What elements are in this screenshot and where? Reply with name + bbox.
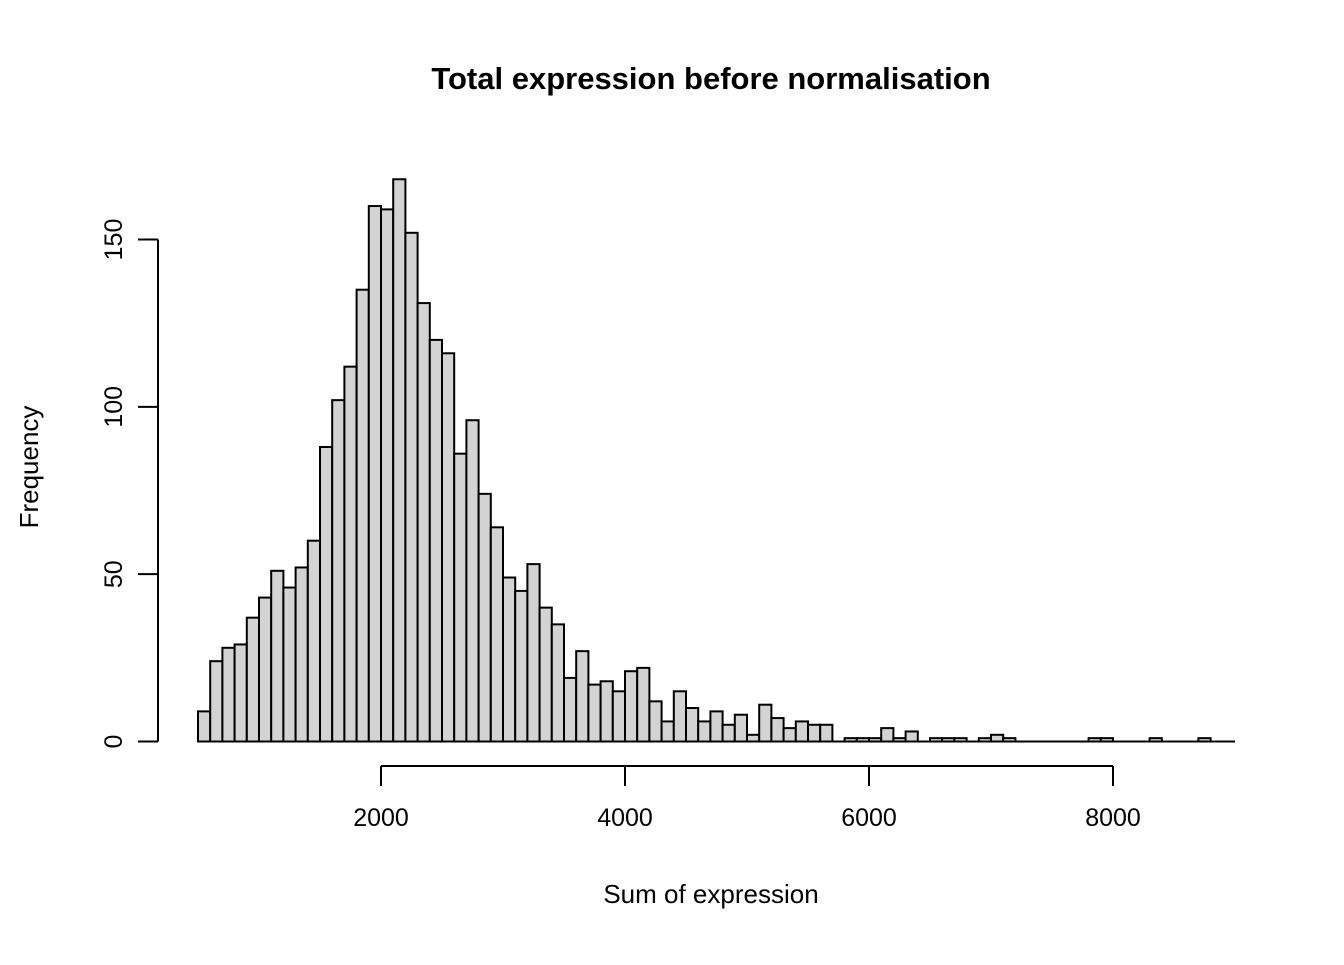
y-tick-label: 100: [100, 386, 128, 428]
x-axis-label: Sum of expression: [603, 879, 818, 909]
histogram-bar: [636, 666, 651, 743]
histogram-bar: [575, 650, 590, 743]
histogram-bar: [233, 643, 248, 743]
histogram-bar: [672, 690, 687, 743]
y-tick-label: 50: [100, 560, 128, 588]
histogram-bar: [526, 563, 541, 743]
tick-labels: 2000 4000 6000 8000 0 50 100 150: [100, 219, 1141, 832]
histogram-bar: [648, 700, 663, 743]
histogram-bar: [990, 733, 1005, 743]
histogram-bar: [489, 526, 504, 743]
chart-title: Total expression before normalisation: [431, 61, 990, 96]
histogram-bar: [782, 727, 797, 743]
histogram-bar: [624, 670, 639, 743]
histogram-bar: [550, 623, 565, 743]
histogram-bar: [514, 589, 529, 743]
histogram-bar: [380, 208, 395, 743]
histogram-bar: [392, 178, 407, 743]
histogram-bar: [367, 205, 382, 743]
histogram-bar: [416, 302, 431, 743]
x-tick-label: 6000: [841, 804, 897, 832]
histogram-bar: [343, 365, 358, 743]
x-tick-label: 4000: [597, 804, 653, 832]
histogram-bar: [441, 352, 456, 743]
histogram-bar: [685, 707, 700, 743]
histogram-bar: [404, 231, 419, 743]
histogram-bar: [880, 727, 895, 743]
x-tick-label: 2000: [353, 804, 409, 832]
histogram-bar: [721, 723, 736, 743]
histogram-bar: [904, 730, 919, 743]
histogram-bar: [319, 445, 334, 743]
histogram-bar: [477, 492, 492, 743]
histogram-bar: [221, 646, 236, 743]
histogram-bar: [209, 660, 224, 743]
histogram-bar: [611, 690, 626, 743]
histogram-bar: [733, 713, 748, 743]
y-tick-label: 150: [100, 219, 128, 261]
histogram-bar: [502, 576, 517, 743]
histogram-bar: [587, 683, 602, 743]
histogram-bar: [294, 566, 309, 743]
histogram-bar: [794, 720, 809, 743]
histogram-bar: [306, 539, 321, 743]
histogram-bar: [245, 616, 261, 743]
histogram-bar: [660, 720, 675, 743]
histogram-bar: [538, 606, 553, 743]
histogram-bar: [563, 676, 578, 743]
histogram-bar: [709, 710, 724, 743]
histogram-bar: [807, 723, 822, 743]
axes: [138, 238, 1114, 786]
y-axis-label: Frequency: [14, 406, 44, 529]
histogram-bar: [758, 703, 773, 743]
x-tick-label: 8000: [1085, 804, 1141, 832]
histogram-bar: [428, 338, 443, 743]
histogram-bar: [355, 288, 370, 743]
histogram-bar: [270, 569, 285, 743]
y-tick-label: 0: [100, 735, 128, 749]
histogram-bar: [819, 723, 834, 743]
histogram-bars: [197, 178, 1235, 743]
histogram-bar: [770, 717, 785, 743]
histogram-bar: [331, 399, 346, 743]
histogram-bar: [746, 733, 761, 743]
histogram-bar: [697, 720, 712, 743]
histogram-bar: [197, 710, 212, 743]
histogram-bar: [282, 586, 297, 743]
histogram-bar: [599, 680, 614, 743]
histogram-bar: [465, 419, 480, 743]
histogram-bar: [258, 596, 273, 743]
histogram-bar: [453, 452, 468, 743]
